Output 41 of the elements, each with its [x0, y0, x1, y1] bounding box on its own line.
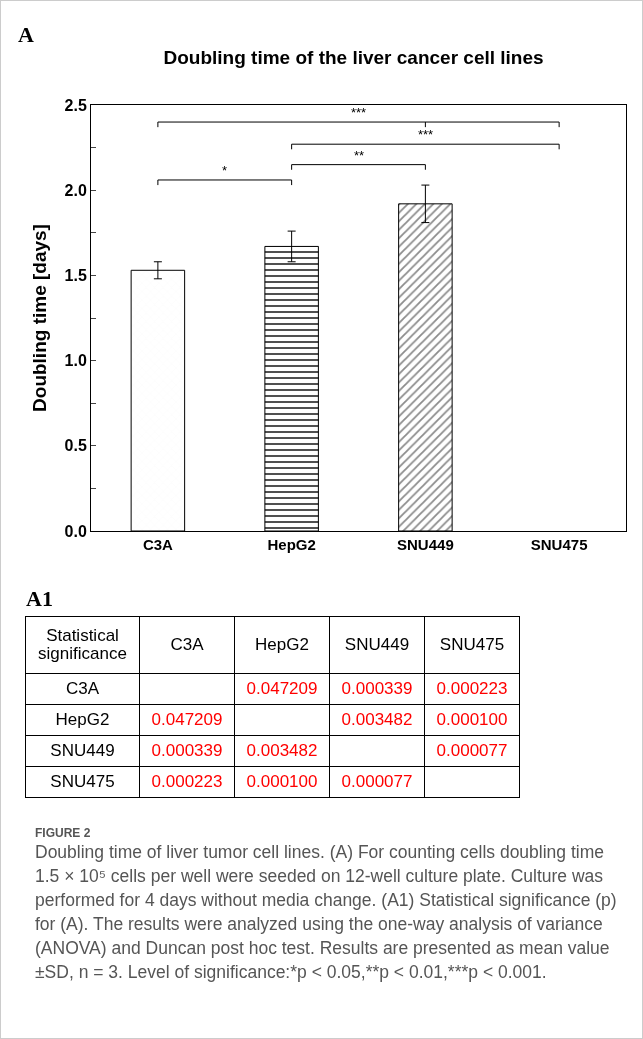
y-tick-label: 2.5 — [64, 96, 87, 114]
text: A — [18, 22, 34, 47]
y-tick-label: 1.5 — [64, 267, 87, 284]
y-tick-label: 0.5 — [64, 437, 87, 455]
annotation: *** — [351, 105, 367, 120]
text: 0.000223 — [436, 679, 508, 698]
text: A1 — [26, 586, 54, 612]
category-label: HepG2 — [234, 616, 330, 674]
text: Statistical significance — [25, 616, 140, 674]
y-tick-label: 1.0 — [64, 352, 87, 370]
category-label: SNU449 — [329, 616, 425, 674]
annotation: ** — [354, 148, 365, 163]
text: 0.000077 — [436, 741, 508, 760]
y-tick-label: 2.0 — [64, 181, 87, 199]
y-tick-label: 0.0 — [64, 522, 87, 540]
text: 0.000077 — [341, 772, 413, 791]
category-label: HepG2 — [55, 710, 110, 729]
text: 0.047209 — [151, 710, 223, 729]
category-label: C3A — [65, 679, 100, 698]
annotation: *** — [418, 127, 434, 142]
text: 0.000100 — [436, 710, 508, 729]
text: Doubling time of liver tumor cell lines. (A) For counting cells doubling time 1.5 × 10⁵ cells per well were seeded on 12-well culture plate. Culture was performed for 4 days without media change. (A1) Statistical significance (p) for (A). The results were analyzed using the one-way analysis of variance (ANOVA) and Duncan post hoc test. Results are presented as mean value ±SD, n = 3. Level of significance:*p < 0.05,**p < 0.01,***p < 0.001. — [35, 841, 618, 984]
annotation: * — [222, 163, 228, 178]
category-label: SNU449 — [50, 741, 115, 760]
text: 0.003482 — [246, 741, 318, 760]
caption: FIGURE 2 — [35, 826, 92, 840]
y-axis-title: Doubling time [days] — [29, 224, 51, 412]
x-tick-label: HepG2 — [267, 536, 316, 553]
x-tick-label: SNU475 — [530, 536, 588, 553]
text: 0.047209 — [246, 679, 318, 698]
x-tick-label: C3A — [142, 536, 174, 553]
text: 0.003482 — [341, 710, 413, 729]
text: 0.000339 — [341, 679, 413, 698]
text: 0.000339 — [151, 741, 223, 760]
category-label: C3A — [139, 616, 235, 674]
x-tick-label: SNU449 — [397, 536, 454, 553]
category-label: SNU475 — [50, 772, 115, 791]
text: 0.000100 — [246, 772, 318, 791]
text: 0.000223 — [151, 772, 223, 791]
category-label: SNU475 — [424, 616, 520, 674]
chart-title: Doubling time of the liver cancer cell lines — [163, 46, 544, 68]
